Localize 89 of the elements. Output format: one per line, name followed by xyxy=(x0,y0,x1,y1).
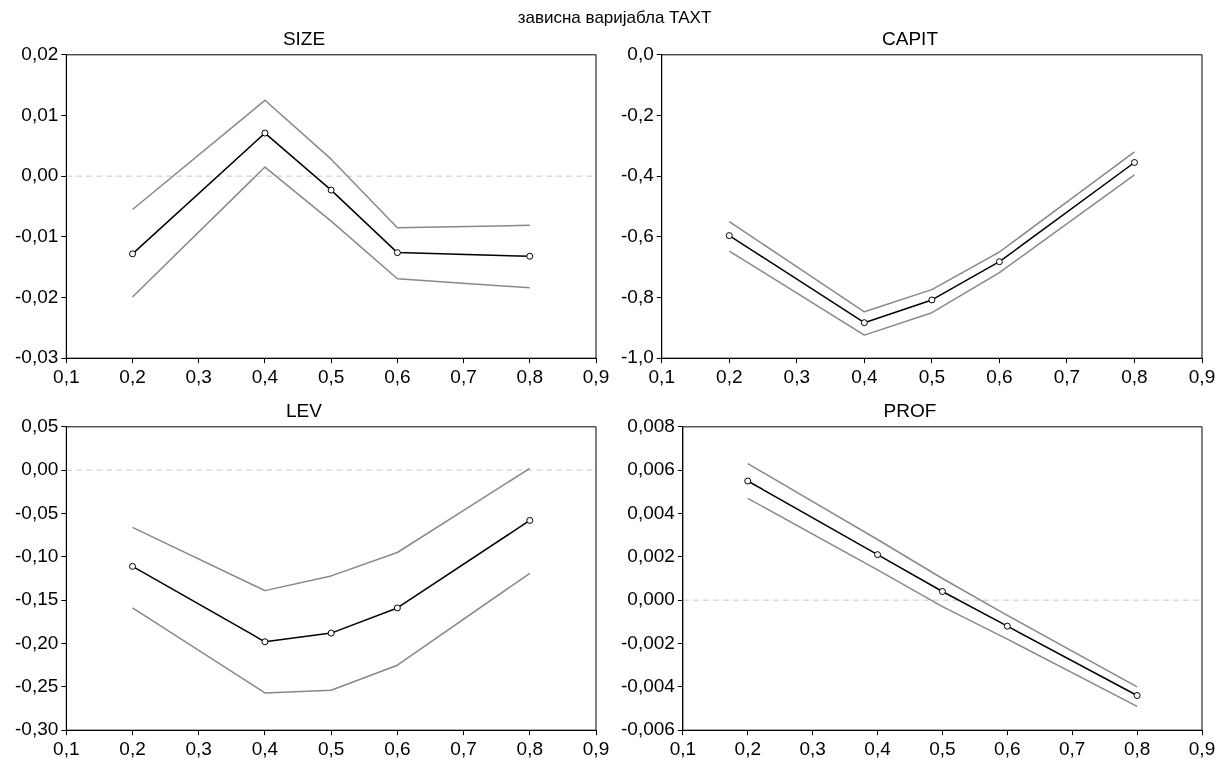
point xyxy=(526,252,534,260)
chart-title: CAPIT xyxy=(882,27,939,49)
x-tick-label: 0,2 xyxy=(119,365,146,387)
y-tick-label: 0,008 xyxy=(627,415,675,437)
y-tick-label: 0,0 xyxy=(627,43,654,65)
x-tick-label: 0,3 xyxy=(185,737,212,759)
x-tick-label: 0,8 xyxy=(1121,365,1148,387)
point xyxy=(938,588,946,595)
chart-title: зависна варијабла TAXT xyxy=(516,8,713,28)
x-tick-label: 0,9 xyxy=(582,737,610,759)
x-tick-label: 0,2 xyxy=(716,365,743,387)
x-tick-label: 0,5 xyxy=(317,365,345,387)
y-tick-label: 0,02 xyxy=(21,43,59,65)
x-tick-label: 0,8 xyxy=(516,365,543,387)
y-tick-label: -0,8 xyxy=(620,285,654,307)
point xyxy=(261,638,269,646)
x-tick-label: 0,3 xyxy=(185,365,212,387)
y-tick-label: 0,00 xyxy=(21,458,59,480)
x-tick-label: 0,5 xyxy=(317,737,345,759)
y-tick-label: -0,002 xyxy=(621,631,675,653)
x-tick-label: 0,7 xyxy=(450,365,477,387)
point xyxy=(1003,622,1011,630)
x-tick-label: 0,8 xyxy=(1123,737,1151,759)
y-tick-label: -0,25 xyxy=(14,675,59,697)
point xyxy=(995,258,1003,266)
point xyxy=(928,296,936,304)
y-tick-label: -0,6 xyxy=(620,225,654,247)
x-tick-label: 0,1 xyxy=(53,365,80,387)
x-tick-label: 0,6 xyxy=(384,365,411,387)
x-tick-label: 0,9 xyxy=(1188,365,1216,387)
y-tick-label: -0,2 xyxy=(620,103,654,125)
x-tick-label: 0,9 xyxy=(582,365,610,387)
x-tick-label: 0,1 xyxy=(53,737,80,759)
y-tick-label: -0,10 xyxy=(14,545,59,567)
point xyxy=(860,319,868,327)
point xyxy=(129,250,137,258)
point xyxy=(526,516,534,524)
point xyxy=(1130,159,1138,167)
chart-subtitle: SIZE xyxy=(282,27,326,49)
y-tick-label: -0,30 xyxy=(14,718,59,740)
y-tick-label: 0,01 xyxy=(21,103,59,125)
point xyxy=(393,604,401,612)
y-tick-label: 0,004 xyxy=(627,501,676,523)
point xyxy=(261,129,269,137)
point xyxy=(393,249,401,257)
x-tick-label: 0,4 xyxy=(864,737,892,759)
x-tick-label: 0,7 xyxy=(450,737,477,759)
y-tick-label: -0,4 xyxy=(620,164,655,186)
point xyxy=(129,562,137,570)
x-tick-label: 0,6 xyxy=(384,737,411,759)
x-tick-label: 0,3 xyxy=(799,737,826,759)
x-tick-label: 0,7 xyxy=(1059,737,1086,759)
x-tick-label: 0,2 xyxy=(734,737,761,759)
x-tick-label: 0,1 xyxy=(648,365,675,387)
y-tick-label: -0,02 xyxy=(14,285,59,307)
y-tick-label: -0,03 xyxy=(14,346,59,368)
y-tick-label: -1,0 xyxy=(620,346,654,368)
x-tick-label: 0,2 xyxy=(119,737,146,759)
y-tick-label: -0,01 xyxy=(14,225,59,247)
chart-title: PROF xyxy=(883,399,937,421)
y-tick-label: 0,000 xyxy=(627,588,675,610)
y-tick-label: 0,00 xyxy=(21,164,59,186)
point xyxy=(744,477,752,485)
x-tick-label: 0,5 xyxy=(918,365,946,387)
y-tick-label: -0,20 xyxy=(14,631,59,653)
y-tick-label: -0,006 xyxy=(621,718,675,740)
x-tick-label: 0,6 xyxy=(994,737,1021,759)
x-tick-label: 0,4 xyxy=(251,365,279,387)
point xyxy=(1133,692,1141,700)
point xyxy=(725,232,733,240)
x-tick-label: 0,5 xyxy=(929,737,956,759)
chart-title: LEV xyxy=(286,399,323,421)
point xyxy=(327,186,335,194)
x-tick-label: 0,3 xyxy=(783,365,811,387)
x-tick-label: 0,1 xyxy=(669,737,697,759)
point xyxy=(327,629,335,637)
y-tick-label: 0,006 xyxy=(627,458,675,480)
y-tick-label: 0,002 xyxy=(627,545,675,567)
x-tick-label: 0,9 xyxy=(1188,737,1216,759)
y-tick-label: -0,15 xyxy=(14,588,59,610)
x-tick-label: 0,4 xyxy=(851,365,878,387)
x-tick-label: 0,4 xyxy=(251,737,279,759)
x-tick-label: 0,7 xyxy=(1053,365,1081,387)
y-tick-label: -0,004 xyxy=(621,675,676,697)
x-tick-label: 0,8 xyxy=(516,737,543,759)
y-tick-label: -0,05 xyxy=(14,501,59,523)
x-tick-label: 0,6 xyxy=(986,365,1013,387)
point xyxy=(874,551,882,559)
y-tick-label: 0,05 xyxy=(21,415,59,437)
